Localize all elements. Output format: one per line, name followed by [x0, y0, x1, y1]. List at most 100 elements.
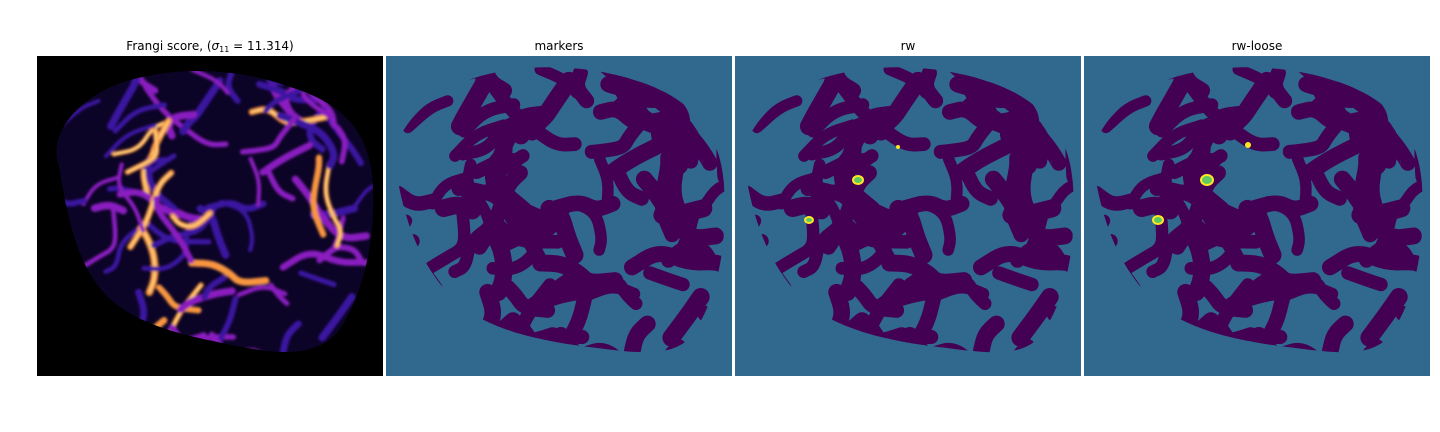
frangi-vessel: [361, 70, 374, 79]
vessel-region: [1132, 196, 1180, 220]
rw-image: [735, 56, 1081, 376]
vessel-region: [1291, 153, 1312, 211]
frangi-vessel: [259, 141, 313, 176]
frangi-vessel: [153, 195, 195, 264]
frangi-vessel: [143, 219, 212, 245]
vessel-region: [1160, 158, 1196, 237]
title-sigma: σ: [211, 39, 220, 53]
vessel-region: [1003, 149, 1029, 243]
frangi-vessel: [160, 332, 208, 350]
frangi-vessel: [103, 123, 157, 159]
frangi-vessel: [56, 70, 71, 91]
frangi-vessel: [103, 223, 144, 274]
rw-loose-image: [1084, 56, 1430, 376]
frangi-vessel: [145, 343, 175, 352]
vessel-region: [514, 205, 567, 234]
vessel-region: [552, 326, 606, 353]
vessel-region: [624, 315, 656, 353]
rw-loose-highlight-2: [1152, 215, 1164, 225]
frangi-vessel: [265, 167, 296, 202]
frangi-vessel: [168, 356, 181, 376]
frangi-vessel: [306, 106, 327, 153]
vessel-region: [751, 95, 803, 134]
vessel-region: [792, 67, 862, 99]
markers-svg: [386, 56, 732, 376]
vessel-region: [1262, 196, 1305, 256]
vessel-region: [1011, 288, 1059, 347]
vessel-region: [1212, 205, 1265, 234]
rw-loose-svg: [1084, 56, 1430, 376]
frangi-vessel: [112, 364, 149, 376]
vessel-region: [1250, 326, 1304, 353]
vessel-region: [846, 191, 897, 268]
vessel-region: [1028, 120, 1050, 169]
vessel-region: [624, 246, 725, 276]
frangi-vessel-peak: [172, 212, 211, 227]
frangi-vessel: [155, 284, 202, 314]
vessel-region: [1322, 315, 1354, 353]
frangi-vessels: [56, 70, 374, 376]
frangi-vessel: [116, 162, 146, 233]
frangi-vessel: [310, 154, 327, 238]
rw-loose-panel-title: rw-loose: [1231, 39, 1283, 53]
rw-loose-highlight-1: [1200, 174, 1214, 186]
frangi-vessel: [56, 268, 89, 302]
rw-highlight-2: [804, 216, 814, 224]
frangi-vessel: [201, 274, 227, 301]
vessel-region: [913, 196, 956, 256]
vessel-region: [1360, 288, 1408, 347]
frangi-vessel: [107, 70, 144, 131]
vessel-region: [933, 112, 999, 159]
rw-svg: [735, 56, 1081, 376]
vessel-region: [799, 67, 847, 136]
frangi-score-svg: [56, 70, 374, 376]
vessel-region: [1352, 149, 1378, 243]
frangi-vessel: [188, 259, 270, 286]
frangi-vessel: [352, 179, 374, 209]
frangi-vessel: [263, 87, 304, 114]
vessel-region: [883, 67, 932, 99]
frangi-vessel-peak: [140, 227, 156, 293]
vessel-region: [497, 191, 548, 268]
frangi-vessel: [291, 175, 371, 242]
title-subscript: 11: [219, 45, 230, 54]
vessel-region: [811, 158, 847, 237]
vessel-region: [1366, 157, 1395, 253]
vessel-region: [1341, 266, 1388, 292]
vessel-region: [654, 149, 680, 243]
vessel-region: [1148, 67, 1196, 136]
vessel-region: [1322, 246, 1423, 276]
frangi-vessel: [266, 73, 308, 86]
vessel-region: [603, 137, 667, 181]
frangi-vessel: [189, 70, 230, 95]
vessel-region: [607, 83, 657, 118]
vessel-region: [1232, 67, 1281, 99]
frangi-vessel-peak: [126, 129, 158, 173]
vessel-region: [1047, 176, 1074, 212]
vessel-region: [863, 205, 916, 234]
frangi-vessel: [334, 124, 348, 165]
frangi-vessel: [99, 70, 159, 94]
vessel-region: [973, 246, 1074, 276]
vessel-region: [1141, 67, 1211, 99]
frangi-vessel: [353, 310, 374, 352]
frangi-vessel: [56, 70, 66, 78]
markers-image: [386, 56, 732, 376]
frangi-vessel: [208, 331, 252, 352]
vessel-region: [545, 270, 581, 305]
frangi-vessel: [318, 293, 356, 342]
frangi-vessel: [132, 317, 168, 352]
frangi-vessel: [269, 359, 329, 376]
vessel-region: [402, 95, 454, 134]
vessel-region: [942, 153, 963, 211]
markers-panel-title: markers: [534, 39, 584, 53]
frangi-vessel: [219, 199, 255, 253]
vessel-region: [679, 120, 701, 169]
frangi-vessel: [196, 205, 230, 259]
frangi-vessel: [298, 270, 337, 288]
frangi-vessel: [56, 190, 87, 207]
vessel-region: [894, 270, 930, 305]
vessel-region: [462, 158, 498, 237]
vessel-region: [956, 83, 1006, 118]
frangi-vessel: [112, 102, 168, 134]
